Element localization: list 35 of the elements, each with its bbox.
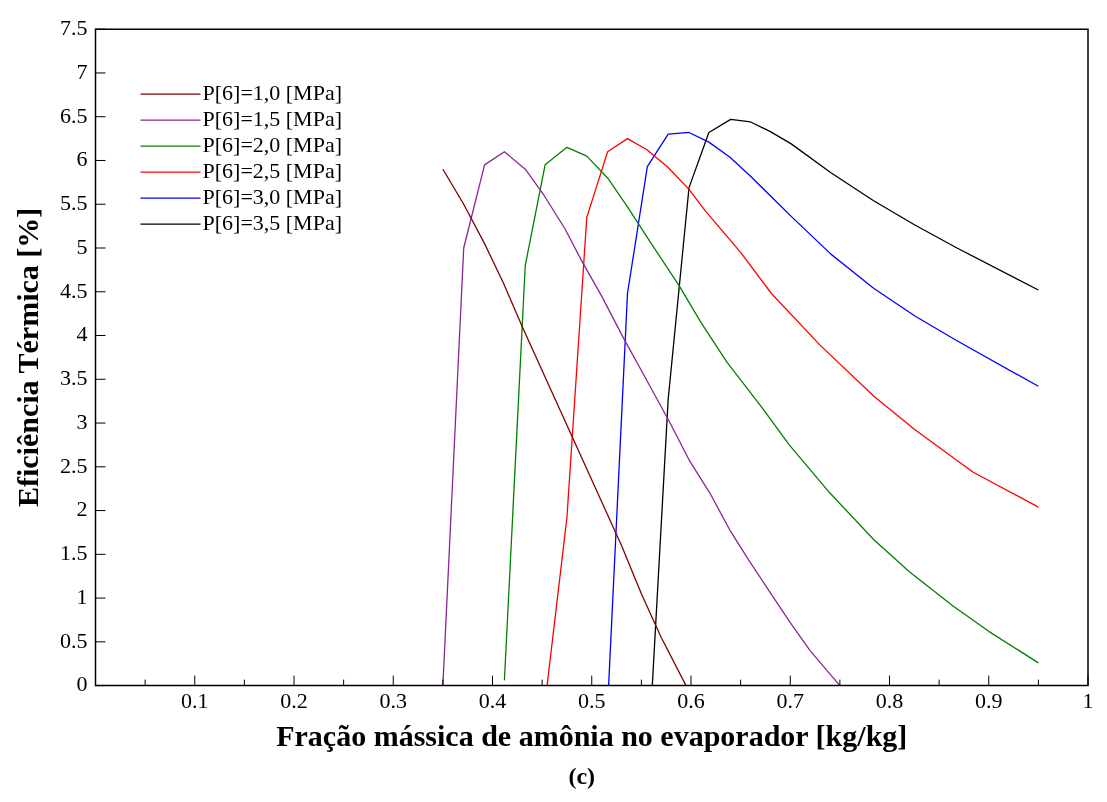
y-axis-title: Eficiência Térmica [%] xyxy=(10,207,44,508)
legend-label: P[6]=1,0 [MPa] xyxy=(202,79,343,105)
y-tick-label: 2.5 xyxy=(60,452,88,478)
y-tick-label: 4 xyxy=(76,321,88,347)
y-tick-label: 7 xyxy=(76,58,88,84)
y-tick-label: 7.5 xyxy=(60,14,88,40)
x-tick-label: 0.6 xyxy=(677,687,705,713)
legend-label: P[6]=3,0 [MPa] xyxy=(202,183,343,209)
y-tick-label: 0.5 xyxy=(60,627,88,653)
legend-label: P[6]=2,5 [MPa] xyxy=(202,157,343,183)
legend-label: P[6]=1,5 [MPa] xyxy=(202,105,343,131)
legend-label: P[6]=2,0 [MPa] xyxy=(202,131,343,157)
y-tick-label: 6 xyxy=(76,146,88,172)
y-tick-label: 2 xyxy=(76,496,88,522)
x-tick-label: 0.8 xyxy=(875,687,904,713)
x-tick-label: 0.2 xyxy=(280,687,308,713)
x-axis-title: Fração mássica de amônia no evaporador [kg/kg] xyxy=(276,718,908,752)
y-tick-label: 4.5 xyxy=(60,277,88,303)
y-tick-label: 1.5 xyxy=(60,540,88,566)
y-tick-label: 5.5 xyxy=(60,190,88,216)
text: (c) xyxy=(568,763,596,790)
x-tick-label: 0.3 xyxy=(379,687,407,713)
x-tick-label: 0.5 xyxy=(578,687,606,713)
y-tick-label: 5 xyxy=(76,233,88,259)
x-tick-label: 0.4 xyxy=(478,687,507,713)
y-tick-label: 3.5 xyxy=(60,365,88,391)
x-tick-label: 0.7 xyxy=(776,687,804,713)
legend-label: P[6]=3,5 [MPa] xyxy=(202,209,343,235)
y-tick-label: 0 xyxy=(76,671,88,697)
y-tick-label: 1 xyxy=(76,583,88,609)
y-tick-label: 3 xyxy=(76,408,88,434)
x-tick-label: 0.1 xyxy=(181,687,209,713)
y-tick-label: 6.5 xyxy=(60,102,88,128)
x-tick-label: 1 xyxy=(1082,687,1094,713)
x-tick-label: 0.9 xyxy=(975,687,1003,713)
